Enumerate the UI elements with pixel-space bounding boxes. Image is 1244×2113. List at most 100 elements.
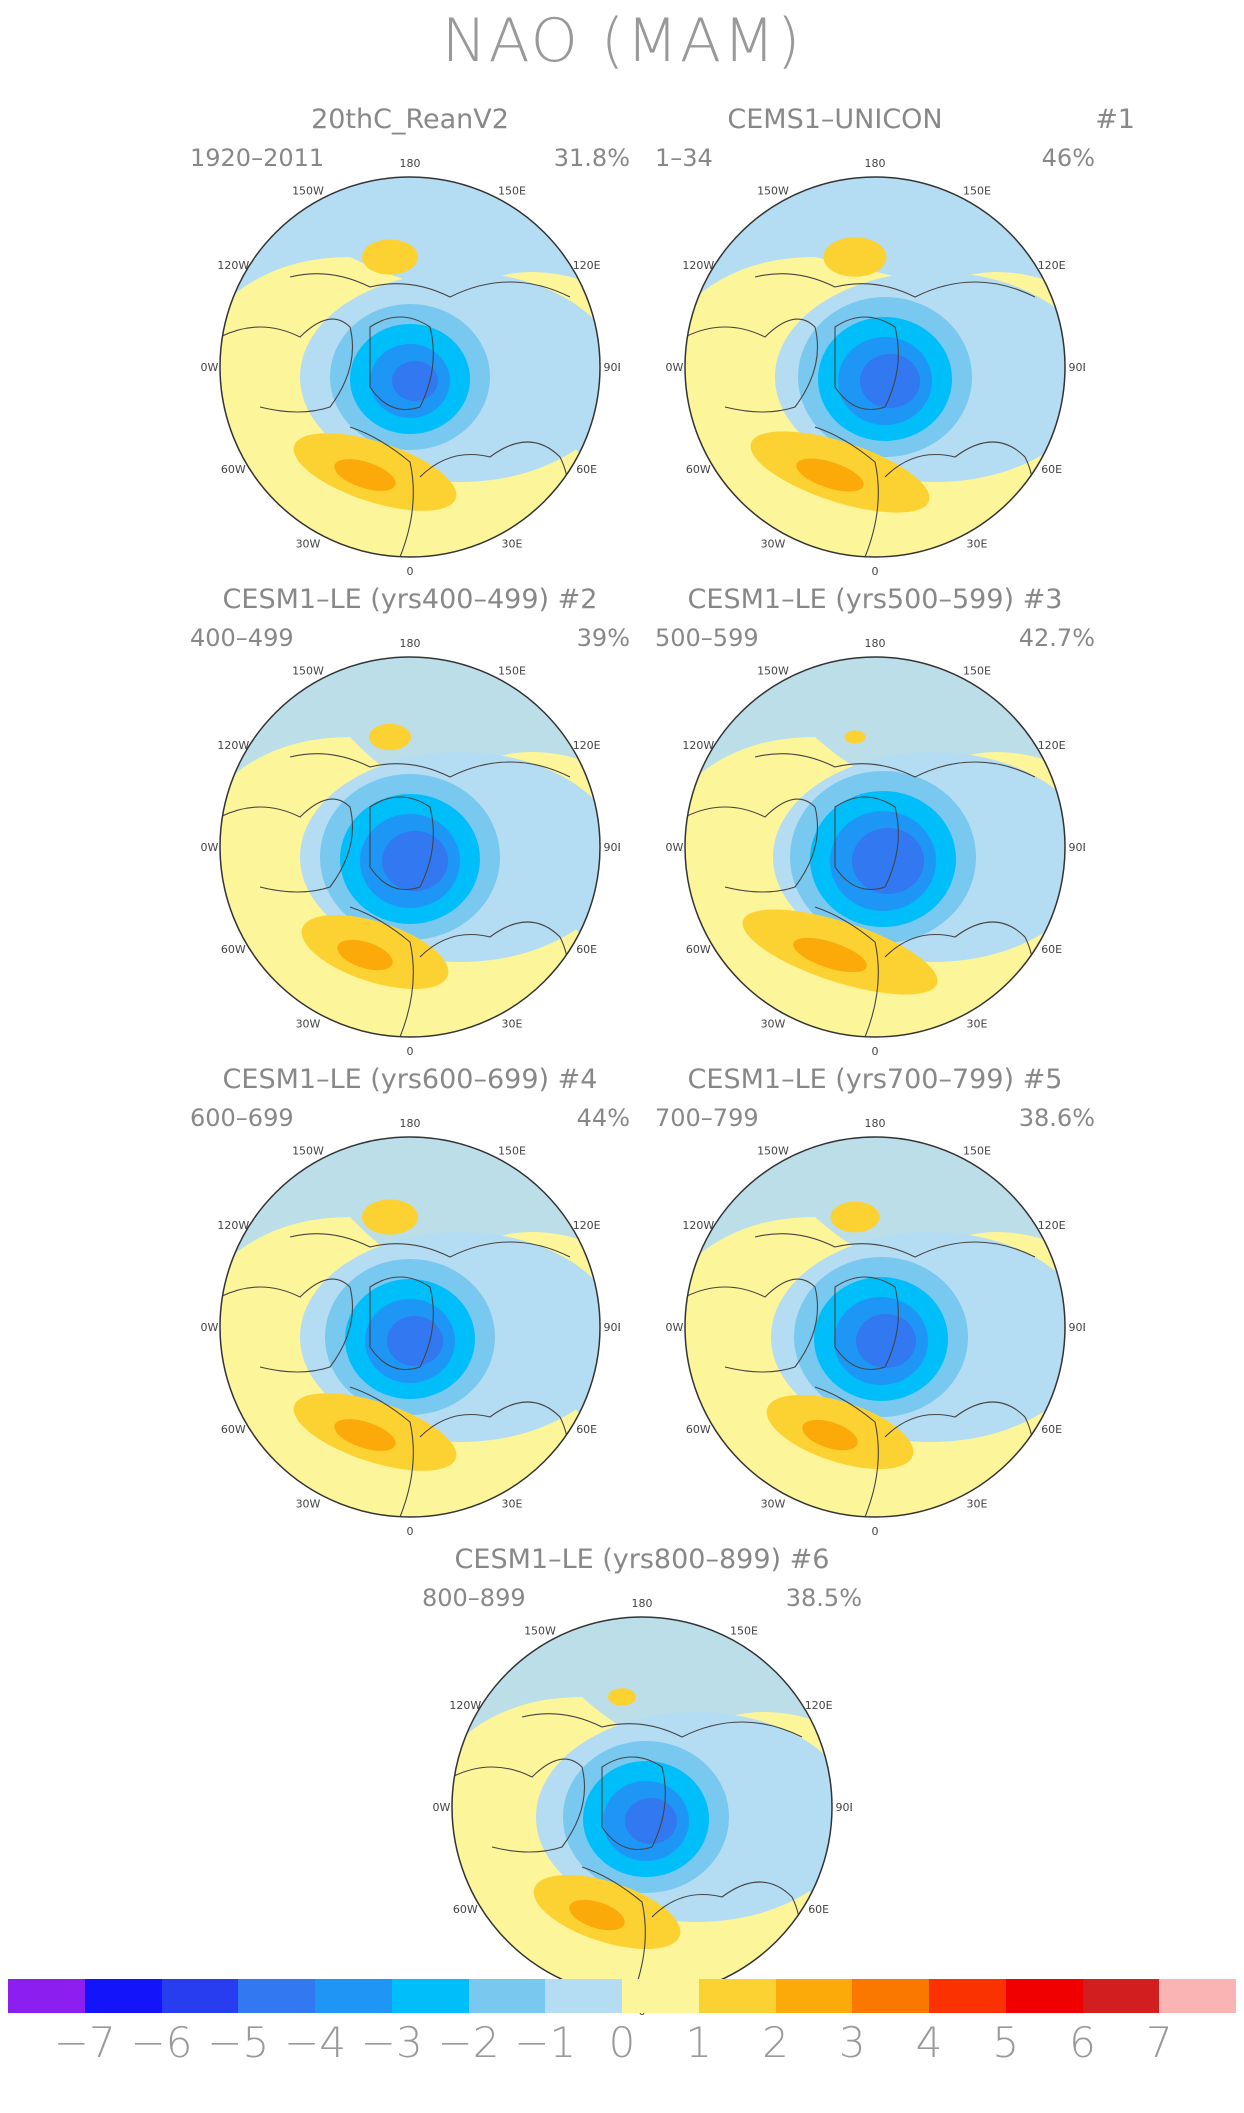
colorbar-label: −4 [284,2018,346,2067]
colorbar-swatch [698,1979,776,2013]
longitude-label: 180 [400,637,421,650]
longitude-label: 60E [1041,943,1062,956]
longitude-label: 150E [498,664,526,677]
longitude-label: 60W [453,1903,478,1916]
longitude-label: 120E [805,1699,833,1712]
longitude-label: 60E [576,463,597,476]
coastline [834,1276,899,1371]
panel-title: CESM1–LE (yrs800–899) #6 [454,1544,830,1575]
panel-years: 800–899 [422,1584,526,1612]
colorbar-swatch [84,1979,162,2013]
longitude-label: 180 [400,157,421,170]
coastline [289,273,571,298]
colorbar-label: −6 [130,2018,193,2067]
colorbar [8,1979,1236,2013]
longitude-label: 120E [1038,739,1066,752]
longitude-label: 120W [682,739,714,752]
coastline [369,796,434,891]
coastline [754,273,1036,298]
colorbar-swatch [622,1979,699,2013]
polar-map: 180150E120E90E60E30E030W60W90W120W150W [665,157,1085,578]
colorbar-swatch [775,1979,853,2013]
longitude-label: 150W [292,184,324,197]
longitude-label: 90W [665,361,684,374]
longitude-label: 90E [1069,841,1085,854]
panel-variance-pct: 38.6% [1018,1104,1095,1132]
polar-map: 180150E120E90E60E30E030W60W90W120W150W [432,1597,852,2018]
longitude-label: 150E [963,184,991,197]
coastline [521,1713,803,1738]
longitude-label: 60W [221,463,246,476]
longitude-label: 150W [757,1144,789,1157]
longitude-label: 60E [1041,463,1062,476]
longitude-label: 60E [576,1423,597,1436]
map-panel-unicon: CEMS1–UNICON #1 1–34 46% 180 150E 120E 90E 6… [595,104,1155,584]
longitude-label: 180 [865,157,886,170]
longitude-label: 150W [292,1144,324,1157]
coastline [289,1233,571,1258]
colorbar-swatch [161,1979,239,2013]
map-panel-yrs500: CESM1–LE (yrs500–599) #3 500–599 42.7% 1… [595,584,1155,1064]
map-border [219,1136,601,1518]
panel-variance-pct: 46% [1041,144,1095,172]
panel-variance-pct: 44% [576,1104,630,1132]
longitude-label: 90W [432,1801,451,1814]
longitude-label: 180 [400,1117,421,1130]
longitude-label: 90E [604,361,620,374]
colorbar-label: 4 [915,2018,943,2067]
polar-map: 180150E120E90E60E30E030W60W90W120W150W [665,1117,1085,1538]
map-border [219,176,601,558]
longitude-label: 60W [221,1423,246,1436]
coastline [754,753,1036,778]
colorbar-swatch [545,1979,622,2013]
colorbar-label: −2 [437,2018,500,2067]
longitude-label: 30W [761,1498,786,1511]
coastline [220,1278,353,1373]
longitude-label: 30E [967,1498,988,1511]
longitude-label: 30W [296,1498,321,1511]
longitude-label: 30E [967,1018,988,1031]
colorbar-label: −3 [360,2018,423,2067]
colorbar-label: 7 [1145,2018,1173,2067]
longitude-label: 30W [761,1018,786,1031]
longitude-label: 150E [498,1144,526,1157]
coastline [349,426,414,557]
coastline [834,796,899,891]
polar-map: 180150E120E90E60E30E030W60W90W120W150W [665,637,1085,1058]
longitude-label: 0 [872,565,879,578]
polar-map: 180150E120E90E60E30E030W60W90W120W150W [200,1117,620,1538]
colorbar-label: 1 [685,2018,713,2067]
colorbar-label: 3 [838,2018,866,2067]
panel-years: 1920–2011 [190,144,325,172]
coastline [220,798,353,893]
map-border [219,656,601,1038]
coastline [452,1758,585,1853]
longitude-label: 30E [502,1018,523,1031]
longitude-label: 0 [872,1525,879,1538]
colorbar-swatch [1159,1979,1236,2013]
longitude-label: 90W [200,361,219,374]
longitude-label: 180 [865,637,886,650]
longitude-label: 150E [730,1624,758,1637]
longitude-label: 30W [296,1018,321,1031]
colorbar-swatch [468,1979,546,2013]
coastline [220,318,353,413]
coastline [369,316,434,411]
longitude-label: 0 [407,1525,414,1538]
longitude-label: 60E [576,943,597,956]
colorbar-swatch [238,1979,315,2013]
longitude-label: 120E [1038,1219,1066,1232]
longitude-label: 150W [524,1624,556,1637]
longitude-label: 30E [502,538,523,551]
longitude-label: 30W [761,538,786,551]
coastline [814,1386,879,1517]
longitude-label: 90W [200,841,219,854]
longitude-label: 60E [808,1903,829,1916]
longitude-label: 120W [682,259,714,272]
longitude-label: 60W [686,943,711,956]
panel-title: CESM1–LE (yrs500–599) #3 [687,584,1063,615]
polar-map: 180150E120E90E60E30E030W60W90W120W150W [200,637,620,1058]
longitude-label: 90E [1069,1321,1085,1334]
panel-title: CESM1–LE (yrs700–799) #5 [687,1064,1063,1095]
longitude-label: 120W [217,1219,249,1232]
